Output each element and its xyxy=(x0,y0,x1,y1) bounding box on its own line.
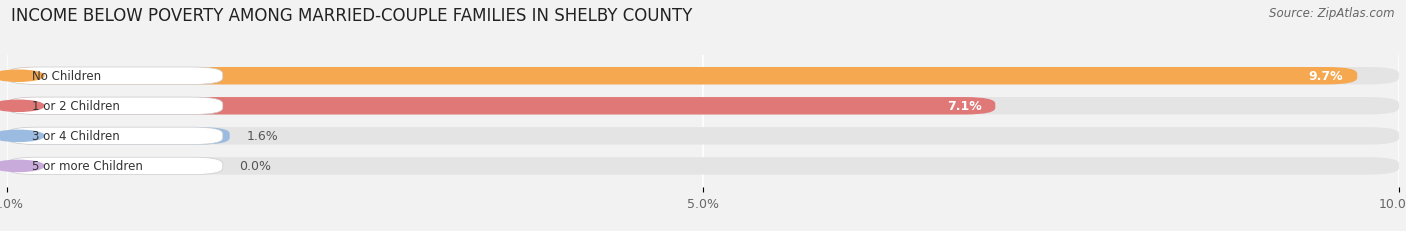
Text: 7.1%: 7.1% xyxy=(946,100,981,113)
FancyBboxPatch shape xyxy=(7,128,1399,145)
Text: 5 or more Children: 5 or more Children xyxy=(32,160,143,173)
Text: 3 or 4 Children: 3 or 4 Children xyxy=(32,130,120,143)
Text: 1.6%: 1.6% xyxy=(246,130,278,143)
FancyBboxPatch shape xyxy=(7,98,1399,115)
FancyBboxPatch shape xyxy=(7,158,1399,175)
FancyBboxPatch shape xyxy=(7,128,229,145)
Text: Source: ZipAtlas.com: Source: ZipAtlas.com xyxy=(1270,7,1395,20)
Text: INCOME BELOW POVERTY AMONG MARRIED-COUPLE FAMILIES IN SHELBY COUNTY: INCOME BELOW POVERTY AMONG MARRIED-COUPL… xyxy=(11,7,693,25)
FancyBboxPatch shape xyxy=(7,68,1399,85)
FancyBboxPatch shape xyxy=(7,98,222,115)
Text: 9.7%: 9.7% xyxy=(1309,70,1343,83)
Text: 0.0%: 0.0% xyxy=(239,160,271,173)
Circle shape xyxy=(0,71,44,82)
FancyBboxPatch shape xyxy=(7,128,222,145)
FancyBboxPatch shape xyxy=(7,68,222,85)
Circle shape xyxy=(0,101,44,112)
Circle shape xyxy=(0,161,44,172)
FancyBboxPatch shape xyxy=(7,158,222,175)
Circle shape xyxy=(0,131,44,142)
Text: No Children: No Children xyxy=(32,70,101,83)
Text: 1 or 2 Children: 1 or 2 Children xyxy=(32,100,120,113)
FancyBboxPatch shape xyxy=(7,68,1357,85)
FancyBboxPatch shape xyxy=(7,98,995,115)
